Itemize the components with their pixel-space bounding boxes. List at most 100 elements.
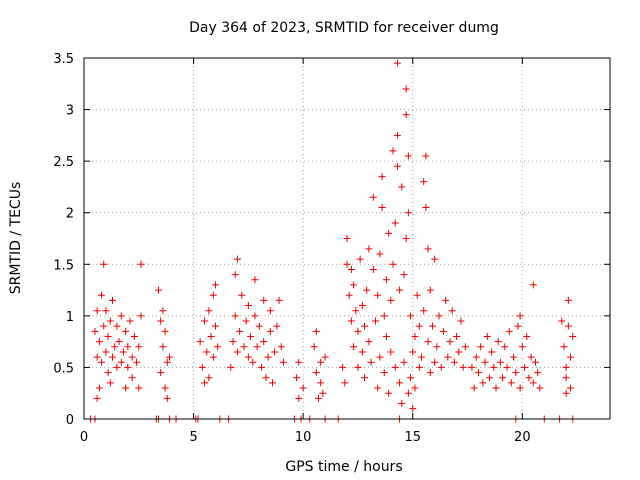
data-point [321,353,329,361]
data-point [137,260,145,268]
data-point [398,400,406,408]
data-point [361,322,369,330]
y-tick-label: 0.5 [53,361,74,376]
data-point [209,291,217,299]
x-tick-label: 20 [514,430,531,445]
data-point [95,338,103,346]
data-point [367,358,375,366]
data-point [212,281,219,289]
x-tick-label: 0 [80,430,88,445]
data-point [424,338,432,346]
data-point [233,348,241,356]
data-point [404,389,412,397]
data-point [214,343,222,351]
data-point [293,374,301,382]
data-point [159,307,167,315]
data-point [163,358,171,366]
data-point [100,260,108,268]
y-tick-label: 3 [66,104,74,119]
data-point [345,291,353,299]
data-point [569,332,577,340]
data-point [402,235,410,242]
data-point [420,307,428,315]
data-point [299,384,307,392]
data-point [233,255,241,263]
data-point [562,363,570,371]
data-point [277,343,285,351]
data-point [428,322,436,330]
data-point [380,312,388,320]
data-point [481,358,489,366]
data-point [350,343,358,351]
data-point [102,348,110,356]
data-point [198,363,206,371]
data-point [102,307,110,315]
data-point [264,353,272,361]
data-point [446,338,454,346]
data-point [249,358,257,366]
data-point [126,317,134,325]
data-point [518,343,526,351]
data-point [242,317,250,325]
data-point [492,384,500,392]
data-point [212,322,219,330]
data-point [433,343,441,351]
data-point [567,353,575,361]
data-point [435,312,443,320]
data-point [402,85,410,93]
data-point [238,291,246,299]
data-point [247,332,255,340]
data-point [409,405,417,413]
data-point [562,374,570,382]
data-point [128,353,136,361]
data-point [312,369,320,377]
data-point [268,379,276,387]
axis-ticks [83,57,610,420]
chart-title: Day 364 of 2023, SRMTID for receiver dum… [189,20,499,36]
data-point [341,379,349,387]
data-point [93,394,101,402]
data-point [503,363,511,371]
data-point [339,363,347,371]
data-point [95,384,103,392]
data-point [295,394,303,402]
x-tick-label: 10 [295,430,312,445]
data-point [260,296,268,304]
data-point [350,281,358,289]
data-point [209,353,217,361]
data-point [483,332,491,340]
data-point [161,384,169,392]
data-point [165,353,173,361]
data-point [431,255,439,263]
data-point [369,193,377,201]
data-point [157,369,165,377]
data-point [529,379,537,387]
data-point [231,271,239,279]
data-point [402,111,410,119]
data-point [356,255,364,263]
data-point [319,389,327,397]
data-point [203,348,211,356]
data-point [258,363,266,371]
data-point [137,312,145,320]
data-point [477,343,485,351]
data-point [507,379,515,387]
data-point [385,389,393,397]
data-point [231,312,239,320]
data-point [113,363,121,371]
y-tick-label: 3.5 [53,52,74,67]
data-point [536,384,544,392]
data-point [398,183,406,191]
data-point [374,291,382,299]
data-points [87,59,577,423]
grid-lines [84,58,610,419]
data-point [279,358,287,366]
data-point [205,374,213,382]
data-point [499,374,507,382]
data-point [400,271,408,279]
data-point [275,296,283,304]
data-point [106,379,114,387]
data-point [534,369,542,377]
data-point [347,317,355,325]
data-point [442,296,450,304]
